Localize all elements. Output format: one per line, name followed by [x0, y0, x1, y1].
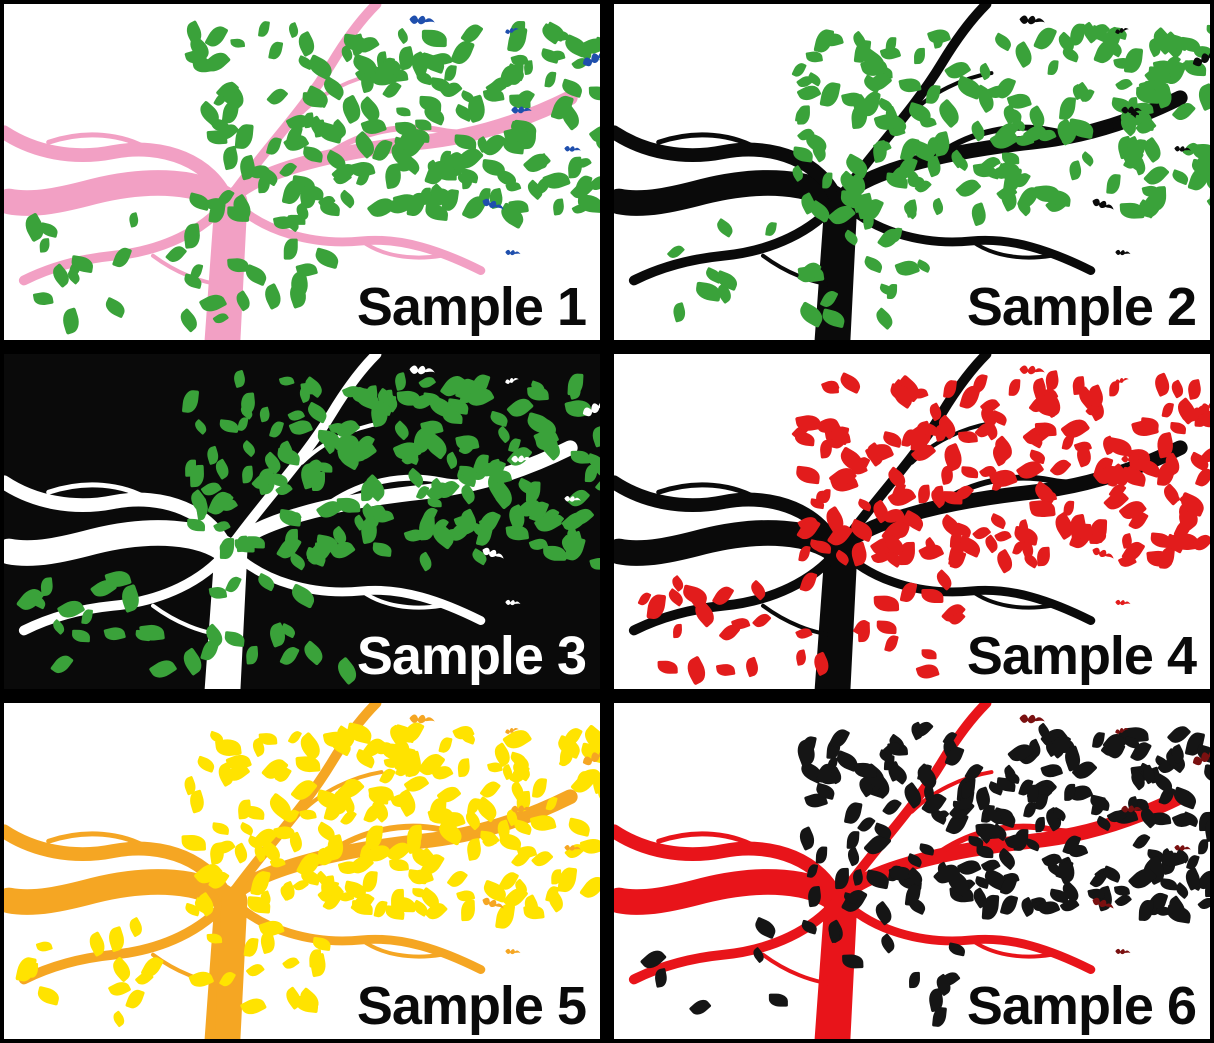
leaf [603, 894, 604, 911]
sample-label-sample5: Sample 5 [357, 975, 586, 1037]
panel-sample5: Sample 5 [0, 699, 604, 1043]
bird-icon [510, 803, 532, 818]
leaf [909, 972, 920, 988]
leaf [600, 802, 604, 826]
sample-label-sample1: Sample 1 [357, 276, 586, 338]
leaf [1210, 175, 1214, 199]
leaf [1205, 882, 1214, 897]
sample-label-sample2: Sample 2 [967, 276, 1196, 338]
leaf [886, 283, 896, 298]
sample-label-sample3: Sample 3 [357, 625, 586, 687]
bird-icon [1173, 493, 1191, 506]
sample-label-sample4: Sample 4 [967, 625, 1196, 687]
bird-icon [1120, 803, 1142, 818]
leaf [922, 649, 937, 659]
tree-sample-grid: Sample 1 Sample 2 Sample 3 Sample 4 Sample 5… [0, 0, 1214, 1043]
panel-sample2: Sample 2 [610, 0, 1214, 344]
bird-icon [1120, 453, 1142, 468]
bird-icon [563, 493, 581, 506]
panel-sample1: Sample 1 [0, 0, 604, 344]
panel-sample6: Sample 6 [610, 699, 1214, 1043]
panel-sample3: Sample 3 [0, 350, 604, 694]
leaf [396, 107, 410, 117]
leaf [769, 994, 788, 1007]
panel-sample4: Sample 4 [610, 350, 1214, 694]
leaf [603, 552, 604, 575]
bird-icon [1120, 104, 1142, 119]
leaf [600, 827, 604, 855]
bird-icon [510, 104, 532, 119]
sample-label-sample6: Sample 6 [967, 975, 1196, 1037]
bird-icon [510, 453, 532, 468]
